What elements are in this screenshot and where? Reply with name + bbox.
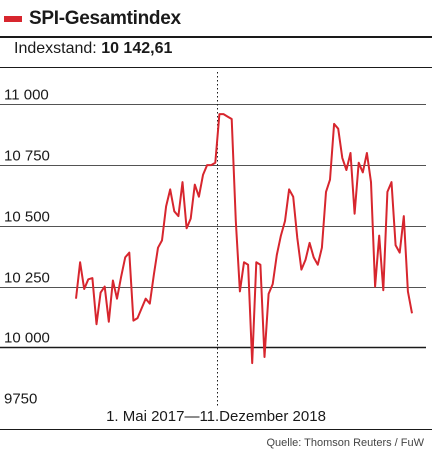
index-level-row: Indexstand: 10 142,61	[14, 40, 172, 58]
subtitle-rule	[0, 67, 432, 68]
grid-lines	[0, 104, 426, 349]
series-line	[75, 113, 413, 365]
y-tick-label: 10 250	[4, 270, 50, 287]
y-tick-label: 9750	[4, 391, 37, 408]
y-tick-label: 10 500	[4, 209, 50, 226]
source-note: Quelle: Thomson Reuters / FuW	[266, 437, 424, 449]
chart-title-row: SPI-Gesamtindex	[4, 6, 181, 32]
line-chart: 11 000 10 750 10 500 10 250 10 000 9750	[0, 72, 426, 408]
footer-rule	[0, 429, 432, 430]
chart-title: SPI-Gesamtindex	[29, 8, 181, 29]
y-axis-labels: 11 000 10 750 10 500 10 250 10 000 9750	[4, 87, 50, 408]
series-lines	[75, 113, 413, 365]
y-tick-label: 10 000	[4, 330, 50, 347]
index-level-value: 10 142,61	[101, 40, 173, 57]
title-marker	[4, 16, 22, 22]
x-axis-period: 1. Mai 2017—11.Dezember 2018	[106, 408, 326, 425]
y-tick-label: 10 750	[4, 148, 50, 165]
y-tick-label: 11 000	[4, 87, 49, 104]
index-level-label: Indexstand:	[14, 40, 97, 57]
title-rule	[0, 36, 432, 38]
